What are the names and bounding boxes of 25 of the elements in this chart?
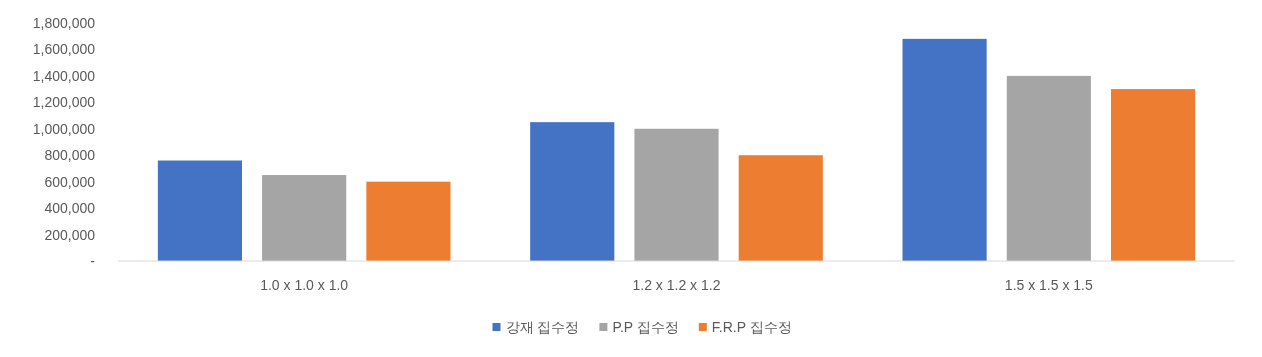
x-tick-label: 1.2 x 1.2 x 1.2 xyxy=(632,277,721,293)
bar xyxy=(157,160,242,261)
y-tick-label: 800,000 xyxy=(44,147,96,164)
bar xyxy=(262,175,347,261)
y-tick-label: 1,400,000 xyxy=(32,67,96,84)
legend-label: 강재 집수정 xyxy=(505,319,580,335)
legend-label: F.R.P 집수정 xyxy=(711,319,792,335)
bar xyxy=(1006,75,1091,261)
y-tick-label: 600,000 xyxy=(44,173,96,190)
y-tick-label: 1,800,000 xyxy=(32,15,96,31)
bar xyxy=(530,122,615,261)
y-tick-label: 1,600,000 xyxy=(32,41,96,58)
bar xyxy=(366,181,451,261)
bar xyxy=(738,155,823,261)
y-tick-label: 400,000 xyxy=(44,200,96,217)
y-tick-label: 1,200,000 xyxy=(32,94,96,111)
x-tick-label: 1.5 x 1.5 x 1.5 xyxy=(1004,277,1094,293)
bar xyxy=(902,38,987,261)
x-tick-label: 1.0 x 1.0 x 1.0 xyxy=(260,277,349,293)
y-tick-label: 1,000,000 xyxy=(32,120,96,137)
legend-label: P.P 집수정 xyxy=(612,319,679,335)
bar xyxy=(634,128,719,261)
bar xyxy=(1111,89,1196,261)
y-tick-label: 200,000 xyxy=(44,226,96,243)
y-tick-label: - xyxy=(90,253,96,269)
